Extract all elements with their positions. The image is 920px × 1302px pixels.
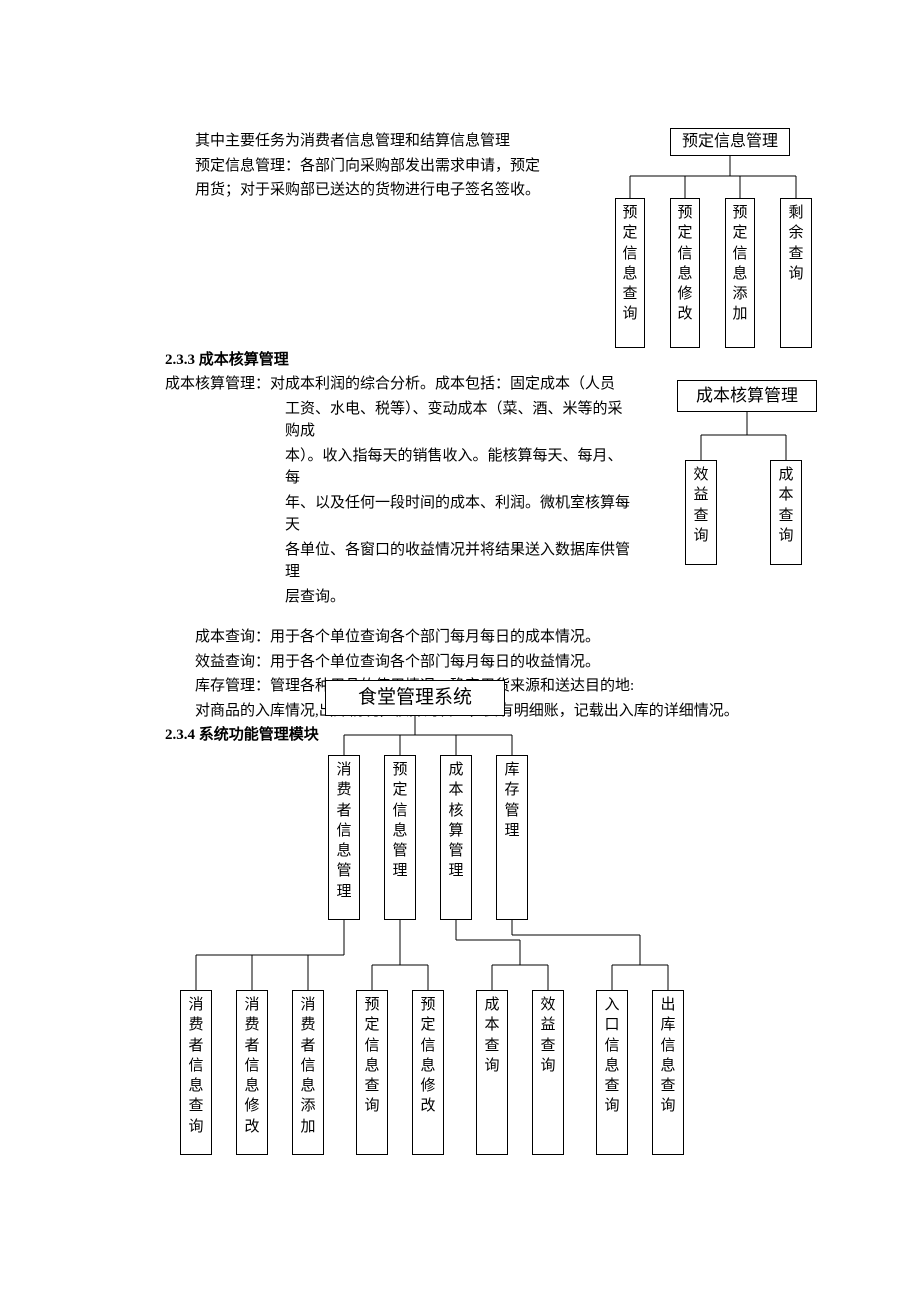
paragraph: 各单位、各窗口的收益情况并将结果送入数据库供管理 bbox=[165, 539, 635, 584]
diagram3-mid-node: 成本核算管理 bbox=[440, 755, 472, 920]
paragraph: 年、以及任何一段时间的成本、利润。微机室核算每天 bbox=[165, 492, 635, 537]
diagram1-node: 预定信息添加 bbox=[725, 198, 755, 348]
paragraph: 成本查询：用于各个单位查询各个部门每月每日的成本情况。 bbox=[165, 626, 745, 649]
paragraph: 其中主要任务为消费者信息管理和结算信息管理 bbox=[165, 130, 605, 153]
diagram-reservation-mgmt: 预定信息管理 预定信息查询 预定信息修改 预定信息添加 剩余查询 bbox=[610, 128, 840, 358]
diagram3-leaf-node: 效益查询 bbox=[532, 990, 564, 1155]
paragraph: 工资、水电、税等）、变动成本（菜、酒、米等的采购成 bbox=[165, 398, 635, 443]
diagram3-leaf-node: 成本查询 bbox=[476, 990, 508, 1155]
diagram2-node: 成本查询 bbox=[770, 460, 802, 565]
diagram2-node: 效益查询 bbox=[685, 460, 717, 565]
paragraph: 预定信息管理：各部门向采购部发出需求申请，预定 bbox=[165, 155, 605, 178]
diagram1-node: 预定信息查询 bbox=[615, 198, 645, 348]
diagram3-leaf-node: 预定信息修改 bbox=[412, 990, 444, 1155]
diagram-cost-mgmt: 成本核算管理 效益查询 成本查询 bbox=[655, 380, 835, 605]
diagram3-leaf-node: 消费者信息查询 bbox=[180, 990, 212, 1155]
paragraph: 效益查询：用于各个单位查询各个部门每月每日的收益情况。 bbox=[165, 651, 745, 674]
paragraph: 本）。收入指每天的销售收入。能核算每天、每月、每 bbox=[165, 445, 635, 490]
diagram2-connectors bbox=[655, 380, 835, 605]
paragraph: 层查询。 bbox=[165, 586, 635, 609]
diagram3-leaf-node: 预定信息查询 bbox=[356, 990, 388, 1155]
diagram-system-modules: 食堂管理系统 消费者信息管理 预定信息管理 成本核算管理 bbox=[180, 680, 740, 1210]
diagram3-mid-node: 预定信息管理 bbox=[384, 755, 416, 920]
diagram3-leaf-node: 消费者信息添加 bbox=[292, 990, 324, 1155]
diagram3-mid-node: 消费者信息管理 bbox=[328, 755, 360, 920]
diagram1-node: 剩余查询 bbox=[780, 198, 812, 348]
paragraph: 成本核算管理：对成本利润的综合分析。成本包括：固定成本（人员 bbox=[165, 373, 635, 396]
diagram3-mid-node: 库存管理 bbox=[496, 755, 528, 920]
diagram3-leaf-node: 出库信息查询 bbox=[652, 990, 684, 1155]
diagram1-node: 预定信息修改 bbox=[670, 198, 700, 348]
diagram3-leaf-node: 消费者信息修改 bbox=[236, 990, 268, 1155]
diagram3-leaf-node: 入口信息查询 bbox=[596, 990, 628, 1155]
paragraph: 用货；对于采购部已送达的货物进行电子签名签收。 bbox=[165, 179, 605, 202]
